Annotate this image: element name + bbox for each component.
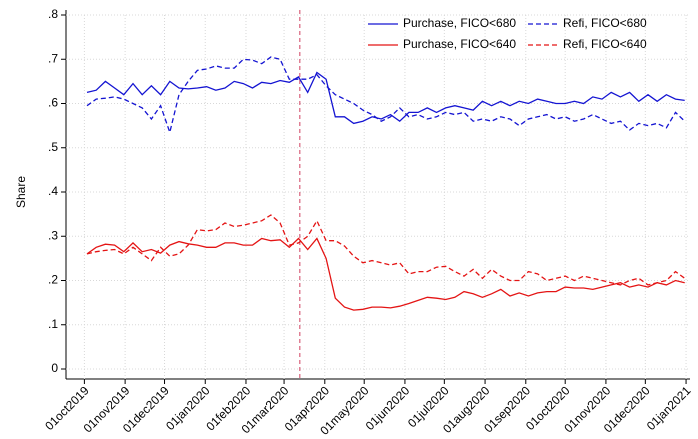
legend-label: Refi, FICO<680 bbox=[563, 16, 647, 30]
legend-label: Purchase, FICO<640 bbox=[403, 37, 516, 51]
y-tick-label: .7 bbox=[48, 51, 58, 65]
x-tick-label: 01jun2020 bbox=[363, 383, 413, 433]
y-tick-label: .8 bbox=[48, 7, 58, 21]
y-tick-label: .1 bbox=[48, 317, 58, 331]
series-line bbox=[86, 71, 685, 125]
y-tick-label: .5 bbox=[48, 140, 58, 154]
legend-label: Purchase, FICO<680 bbox=[403, 16, 516, 30]
series-line bbox=[86, 214, 686, 286]
y-tick-label: .4 bbox=[48, 184, 58, 198]
x-tick-label: 01jan2021 bbox=[644, 383, 694, 433]
series-line bbox=[86, 237, 685, 311]
legend-label: Refi, FICO<640 bbox=[563, 37, 647, 51]
y-axis-label: Share bbox=[14, 176, 28, 208]
y-tick-label: .2 bbox=[48, 273, 58, 287]
y-tick-label: .6 bbox=[48, 96, 58, 110]
y-tick-label: .3 bbox=[48, 228, 58, 242]
series-line bbox=[86, 56, 686, 135]
y-tick-label: 0 bbox=[51, 361, 58, 375]
